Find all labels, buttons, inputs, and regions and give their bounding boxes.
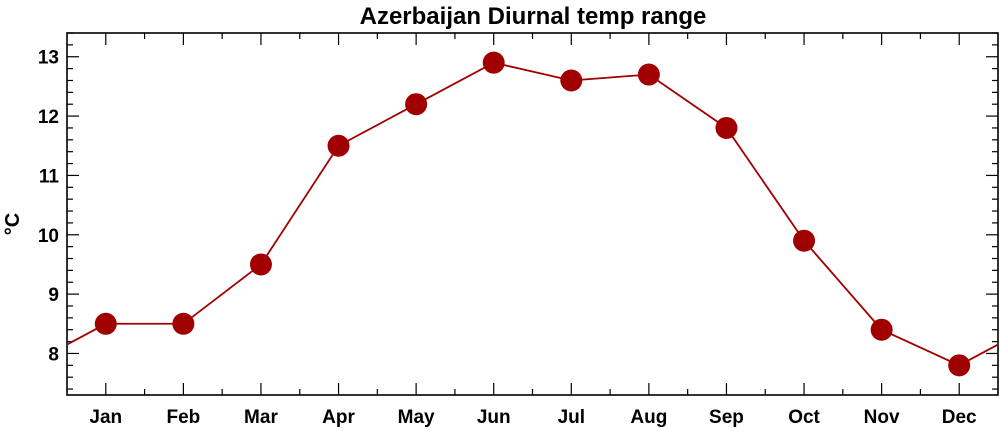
x-tick-label: Oct: [788, 407, 820, 428]
x-tick-label: Apr: [322, 407, 355, 428]
y-tick-label: 10: [38, 226, 59, 247]
data-point-dec: [948, 354, 971, 377]
y-tick-label: 8: [48, 344, 59, 365]
x-tick-label: Jun: [477, 407, 511, 428]
y-tick-label: 9: [48, 285, 59, 306]
axis-ticks: [67, 32, 998, 395]
x-tick-label: Aug: [630, 407, 667, 428]
x-tick-label: Jan: [89, 407, 122, 428]
x-tick-label: May: [398, 407, 435, 428]
x-tick-label: Feb: [166, 407, 200, 428]
x-tick-label: Dec: [942, 407, 977, 428]
data-point-sep: [715, 116, 738, 139]
y-tick-labels: 8 9 10 11 12 13: [38, 48, 60, 366]
data-point-jan: [94, 312, 117, 335]
y-tick-label: 11: [39, 166, 60, 187]
data-point-feb: [172, 312, 195, 335]
chart-title: Azerbaijan Diurnal temp range: [360, 3, 707, 30]
y-tick-label: 13: [38, 48, 59, 69]
x-tick-label: Sep: [709, 407, 744, 428]
plot-frame: [66, 32, 999, 396]
data-point-may: [405, 93, 428, 116]
data-point-apr: [327, 134, 350, 157]
x-tick-labels: Jan Feb Mar Apr May Jun Jul Aug Sep Oct Nov Dec: [89, 407, 977, 428]
x-tick-label: Jul: [558, 407, 585, 428]
data-point-mar: [249, 253, 272, 276]
data-point-nov: [870, 318, 893, 341]
y-axis-label: °C: [2, 213, 24, 235]
data-point-jun: [482, 51, 505, 74]
data-point-aug: [637, 63, 660, 86]
series-diurnal-temp-range: [66, 51, 999, 377]
data-point-jul: [560, 69, 583, 92]
series-line: [66, 61, 999, 367]
x-tick-label: Mar: [244, 407, 278, 428]
data-point-oct: [793, 229, 816, 252]
y-tick-label: 12: [38, 107, 59, 128]
x-tick-label: Nov: [864, 407, 900, 428]
